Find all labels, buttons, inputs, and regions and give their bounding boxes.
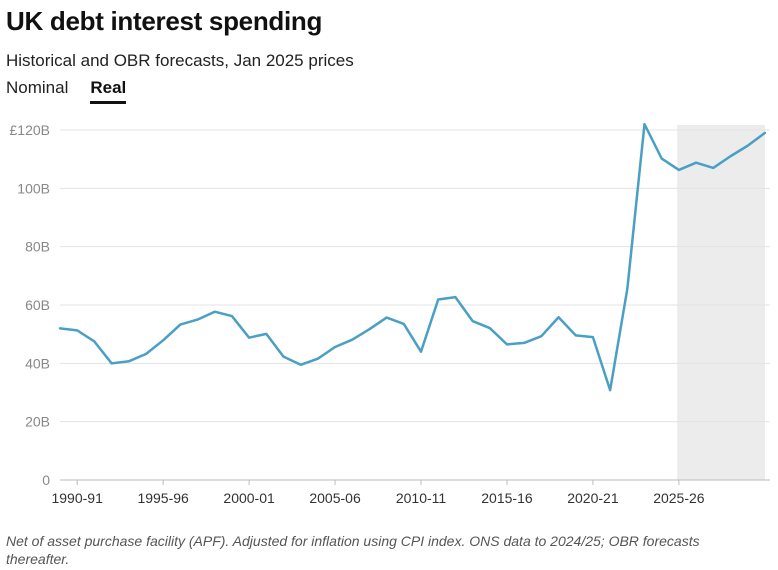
data-point[interactable] (725, 151, 735, 161)
data-point[interactable] (313, 354, 323, 364)
data-point[interactable] (107, 358, 117, 368)
data-point[interactable] (175, 320, 185, 330)
view-toggle: Nominal Real (6, 78, 127, 104)
y-tick-label: 0 (42, 472, 50, 488)
forecast-region (677, 125, 765, 480)
data-point[interactable] (536, 331, 546, 341)
tab-real[interactable]: Real (90, 78, 127, 104)
data-point[interactable] (141, 349, 151, 359)
chart-title: UK debt interest spending (6, 6, 323, 36)
data-point[interactable] (193, 315, 203, 325)
data-point[interactable] (588, 332, 598, 342)
x-tick-label: 2000-01 (223, 490, 275, 506)
data-point[interactable] (760, 128, 770, 138)
data-point[interactable] (399, 319, 409, 329)
y-tick-label: 100B (17, 180, 50, 196)
data-point[interactable] (72, 325, 82, 335)
data-point[interactable] (657, 154, 667, 164)
data-point[interactable] (433, 294, 443, 304)
footnote: Net of asset purchase facility (APF). Ad… (6, 533, 700, 567)
tab-nominal[interactable]: Nominal (6, 78, 69, 97)
data-point[interactable] (347, 335, 357, 345)
data-point[interactable] (571, 330, 581, 340)
data-point[interactable] (743, 141, 753, 151)
data-point[interactable] (450, 292, 460, 302)
data-point[interactable] (674, 165, 684, 175)
data-point[interactable] (55, 323, 65, 333)
y-tick-label: 40B (25, 355, 50, 371)
data-point[interactable] (605, 385, 615, 395)
x-tick-label: 1995-96 (137, 490, 189, 506)
data-point[interactable] (364, 324, 374, 334)
x-tick-label: 1990-91 (51, 490, 103, 506)
data-point[interactable] (622, 284, 632, 294)
data-point[interactable] (691, 158, 701, 168)
data-point[interactable] (554, 312, 564, 322)
x-tick-label: 2015-16 (481, 490, 533, 506)
data-point[interactable] (382, 313, 392, 323)
data-point[interactable] (330, 342, 340, 352)
y-tick-label: 80B (25, 239, 50, 255)
data-point[interactable] (244, 333, 254, 343)
data-point[interactable] (278, 352, 288, 362)
data-point[interactable] (210, 307, 220, 317)
y-tick-label: 60B (25, 297, 50, 313)
series-line (58, 122, 767, 392)
data-point[interactable] (502, 339, 512, 349)
data-point[interactable] (227, 311, 237, 321)
data-point[interactable] (158, 335, 168, 345)
data-point[interactable] (485, 323, 495, 333)
chart-subtitle: Historical and OBR forecasts, Jan 2025 p… (6, 51, 354, 70)
x-tick-label: 2005-06 (309, 490, 361, 506)
data-point[interactable] (89, 336, 99, 346)
y-tick-label: £120B (10, 122, 50, 138)
x-tick-label: 2010-11 (396, 490, 447, 506)
data-point[interactable] (416, 347, 426, 357)
line-chart: 0 20B 40B 60B 80B 100B £120B 1990-91 1995-96 200… (10, 119, 770, 506)
x-tick-label: 2020-21 (567, 490, 619, 506)
data-point[interactable] (640, 119, 650, 129)
data-point[interactable] (708, 163, 718, 173)
data-point[interactable] (261, 329, 271, 339)
x-tick-label: 2025-26 (653, 490, 705, 506)
data-point[interactable] (124, 356, 134, 366)
y-tick-label: 20B (25, 414, 50, 430)
data-point[interactable] (468, 316, 478, 326)
data-point[interactable] (296, 360, 306, 370)
data-point[interactable] (519, 338, 529, 348)
